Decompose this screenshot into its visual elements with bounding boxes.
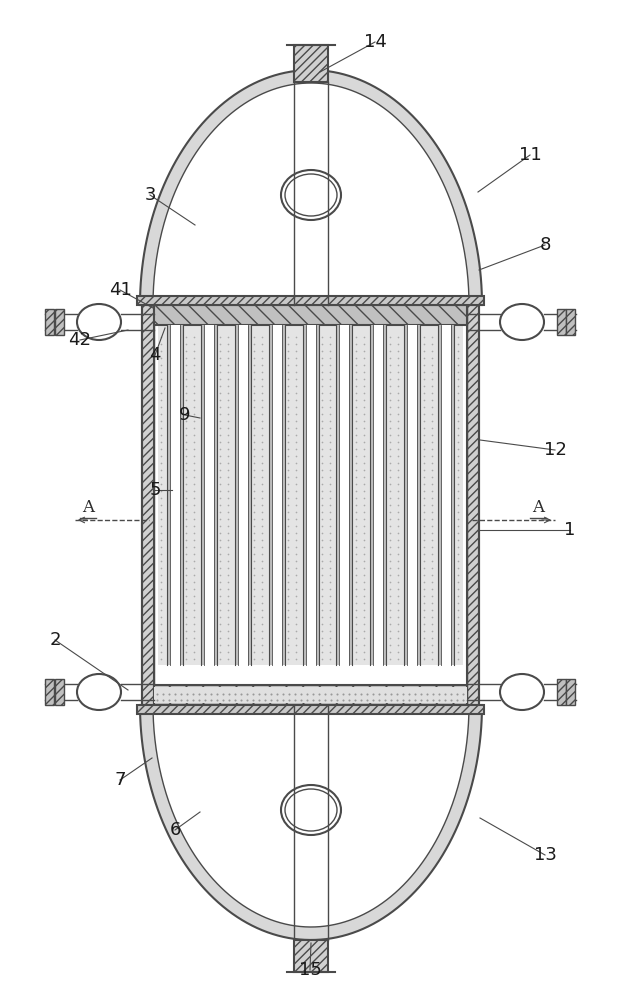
Bar bbox=[407, 325, 417, 665]
Ellipse shape bbox=[77, 674, 121, 710]
Bar bbox=[142, 305, 154, 705]
Bar bbox=[248, 325, 251, 665]
Ellipse shape bbox=[77, 304, 121, 340]
Text: 6: 6 bbox=[170, 821, 181, 839]
Text: A: A bbox=[82, 499, 94, 516]
Bar bbox=[566, 309, 575, 335]
Bar bbox=[137, 705, 484, 714]
Text: 8: 8 bbox=[539, 236, 551, 254]
Ellipse shape bbox=[281, 170, 341, 220]
Text: 3: 3 bbox=[144, 186, 156, 204]
Text: 12: 12 bbox=[543, 441, 566, 459]
Bar bbox=[566, 679, 575, 705]
Text: 1: 1 bbox=[564, 521, 576, 539]
Ellipse shape bbox=[500, 674, 544, 710]
Bar bbox=[404, 325, 407, 665]
Bar bbox=[302, 325, 306, 665]
Bar bbox=[214, 325, 217, 665]
Bar bbox=[201, 325, 204, 665]
Bar bbox=[271, 325, 281, 665]
Bar bbox=[55, 679, 64, 705]
Bar bbox=[154, 305, 467, 325]
Bar bbox=[438, 325, 441, 665]
Bar bbox=[158, 325, 463, 665]
Bar bbox=[55, 309, 64, 335]
Bar bbox=[238, 325, 248, 665]
Bar bbox=[235, 325, 238, 665]
Bar bbox=[451, 325, 454, 665]
Text: 41: 41 bbox=[109, 281, 132, 299]
Bar bbox=[281, 325, 284, 665]
Text: 5: 5 bbox=[149, 481, 161, 499]
Bar bbox=[557, 309, 566, 335]
Text: 42: 42 bbox=[68, 331, 91, 349]
Bar bbox=[180, 325, 183, 665]
Bar bbox=[350, 325, 352, 665]
Bar bbox=[204, 325, 214, 665]
Bar bbox=[45, 679, 54, 705]
Bar bbox=[269, 325, 271, 665]
Text: 13: 13 bbox=[533, 846, 556, 864]
Text: 14: 14 bbox=[363, 33, 386, 51]
Ellipse shape bbox=[281, 785, 341, 835]
Text: 11: 11 bbox=[519, 146, 542, 164]
Bar bbox=[383, 325, 386, 665]
Polygon shape bbox=[140, 705, 482, 940]
Text: 7: 7 bbox=[114, 771, 125, 789]
Text: A: A bbox=[532, 499, 544, 516]
Text: 2: 2 bbox=[49, 631, 61, 649]
Bar bbox=[154, 687, 467, 703]
Bar bbox=[373, 325, 383, 665]
Bar bbox=[294, 940, 328, 972]
Bar bbox=[417, 325, 420, 665]
Text: 9: 9 bbox=[179, 406, 191, 424]
Text: 4: 4 bbox=[149, 346, 161, 364]
Bar bbox=[137, 296, 484, 305]
Bar bbox=[370, 325, 373, 665]
Bar bbox=[441, 325, 451, 665]
Ellipse shape bbox=[285, 789, 337, 831]
Bar bbox=[167, 325, 170, 665]
Ellipse shape bbox=[500, 304, 544, 340]
Bar bbox=[340, 325, 350, 665]
Ellipse shape bbox=[285, 174, 337, 216]
Bar bbox=[306, 325, 315, 665]
Bar bbox=[557, 679, 566, 705]
Bar bbox=[467, 305, 479, 705]
Bar bbox=[45, 309, 54, 335]
Bar bbox=[170, 325, 180, 665]
Bar bbox=[337, 325, 340, 665]
Text: 15: 15 bbox=[299, 961, 322, 979]
Polygon shape bbox=[140, 70, 482, 305]
Bar bbox=[154, 685, 467, 705]
Bar bbox=[315, 325, 319, 665]
Bar bbox=[294, 45, 328, 82]
